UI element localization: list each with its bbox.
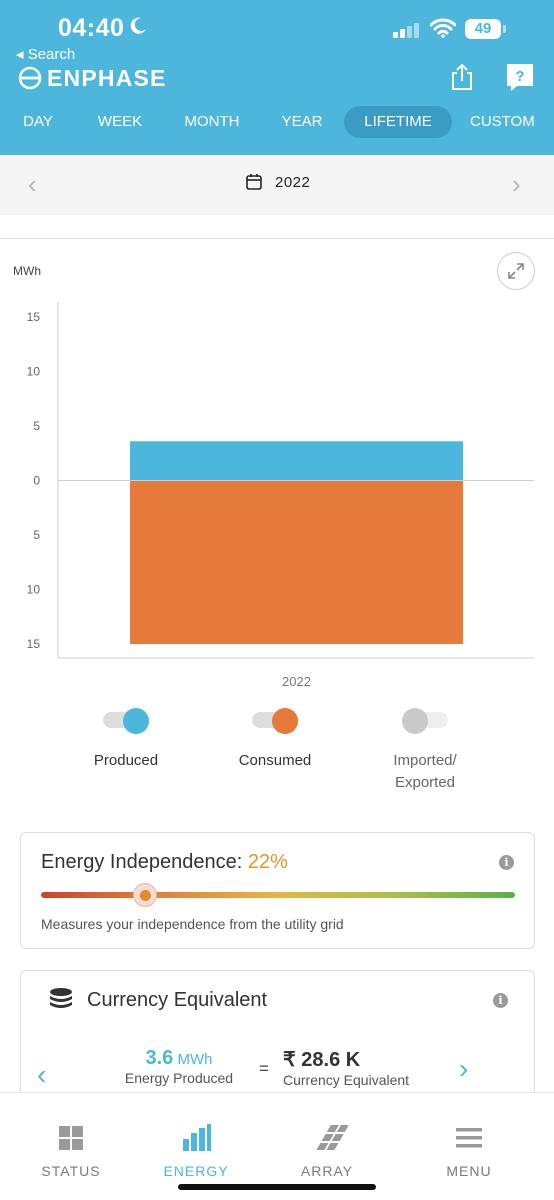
expand-icon (508, 263, 524, 279)
battery-indicator: 49 (465, 19, 501, 39)
currency-value: ₹ 28.6 K Currency Equivalent (283, 1047, 423, 1088)
wifi-icon (429, 18, 457, 43)
currency-equivalent-title: Currency Equivalent (87, 989, 268, 1011)
tab-week[interactable]: WEEK (97, 113, 143, 130)
bottom-navigation: STATUS ENERGY ARRAY MENU (0, 1092, 554, 1200)
expand-chart-button[interactable] (497, 252, 535, 290)
info-icon[interactable]: i (493, 993, 508, 1008)
previous-chevron-icon[interactable]: ‹ (37, 1059, 47, 1090)
coins-icon (49, 987, 73, 1013)
x-tick-label: 2022 (282, 674, 311, 689)
energy-produced-label: Energy Produced (124, 1070, 234, 1086)
tab-custom[interactable]: CUSTOM (470, 113, 535, 130)
date-navigator: ‹ 2022 › (0, 155, 554, 215)
energy-bar-chart: 15 10 5 0 5 10 15 2022 (27, 302, 534, 689)
ios-status-bar: 04:40 49 (0, 14, 554, 44)
produced-switch[interactable] (103, 708, 149, 734)
calendar-icon (246, 174, 262, 190)
selected-date: 2022 (275, 173, 311, 191)
imported-exported-switch[interactable] (402, 708, 448, 734)
bar-consumed (130, 480, 463, 644)
y-tick-label: 10 (27, 583, 41, 597)
next-period-button[interactable]: › (512, 169, 521, 199)
y-tick-label: 15 (27, 637, 41, 651)
cellular-signal-icon (393, 22, 421, 38)
status-grid-icon (56, 1123, 86, 1153)
next-chevron-icon[interactable]: › (459, 1053, 469, 1084)
nav-status[interactable]: STATUS (16, 1123, 126, 1179)
y-tick-label: 0 (33, 474, 40, 488)
enphase-logo: ENPHASE (18, 64, 167, 92)
app-header: 04:40 49 ◂ Search ENPHASE (0, 0, 554, 155)
y-tick-label: 10 (27, 365, 41, 379)
tab-lifetime[interactable]: LIFETIME (344, 106, 452, 138)
y-tick-label: 15 (27, 310, 41, 324)
nav-array[interactable]: ARRAY (272, 1123, 382, 1179)
energy-independence-percent: 22% (247, 851, 288, 873)
bar-produced (130, 441, 463, 481)
info-icon[interactable]: i (499, 855, 514, 870)
y-tick-label: 5 (33, 419, 40, 433)
focus-moon-icon (128, 16, 148, 42)
back-to-search-link[interactable]: ◂ Search (16, 46, 76, 63)
equals-sign: = (259, 1059, 269, 1078)
independence-gradient-bar (41, 892, 515, 898)
consumed-switch[interactable] (252, 708, 298, 734)
currency-equivalent-card: Currency Equivalent i ‹ 3.6 MWh Energy P… (20, 970, 535, 1110)
energy-independence-title: Energy Independence: 22% (41, 851, 288, 873)
energy-independence-card: Energy Independence: 22% i Measures your… (20, 832, 535, 949)
menu-icon (454, 1123, 484, 1153)
toggle-produced[interactable]: Produced (51, 708, 201, 772)
enphase-logo-icon (18, 66, 42, 90)
tab-day[interactable]: DAY (23, 113, 53, 130)
share-icon[interactable] (448, 62, 478, 92)
help-icon[interactable]: ? (505, 62, 535, 92)
toggle-imported-exported[interactable]: Imported/ Exported (350, 708, 500, 794)
toggle-label-consumed: Consumed (238, 752, 312, 769)
array-panels-icon (312, 1123, 349, 1153)
toggle-consumed[interactable]: Consumed (200, 708, 350, 772)
svg-text:?: ? (515, 68, 524, 85)
energy-bars-icon (181, 1123, 211, 1153)
period-tabs: DAY WEEK MONTH YEAR LIFETIME CUSTOM (0, 106, 554, 140)
home-indicator (178, 1184, 376, 1190)
brand-name: ENPHASE (47, 64, 167, 91)
clock: 04:40 (58, 14, 125, 42)
series-toggles: Produced Consumed Imported/ Exported (0, 708, 554, 798)
toggle-label-imported-exported: Imported/ Exported (393, 752, 457, 791)
tab-month[interactable]: MONTH (184, 113, 240, 130)
battery-nub (503, 25, 506, 33)
energy-produced-value: 3.6 MWh Energy Produced (109, 1047, 249, 1086)
independence-level-marker (133, 883, 158, 907)
currency-equivalent-label: Currency Equivalent (283, 1072, 410, 1088)
toggle-label-produced: Produced (93, 752, 159, 769)
date-picker[interactable]: 2022 (245, 173, 310, 191)
previous-period-button[interactable]: ‹ (28, 169, 37, 199)
y-tick-label: 5 (33, 528, 40, 542)
chart-unit-label: MWh (13, 264, 41, 278)
nav-energy[interactable]: ENERGY (141, 1123, 251, 1179)
tab-year[interactable]: YEAR (281, 113, 323, 130)
section-divider (0, 238, 554, 239)
energy-independence-description: Measures your independence from the util… (41, 916, 344, 932)
nav-menu[interactable]: MENU (414, 1123, 524, 1179)
